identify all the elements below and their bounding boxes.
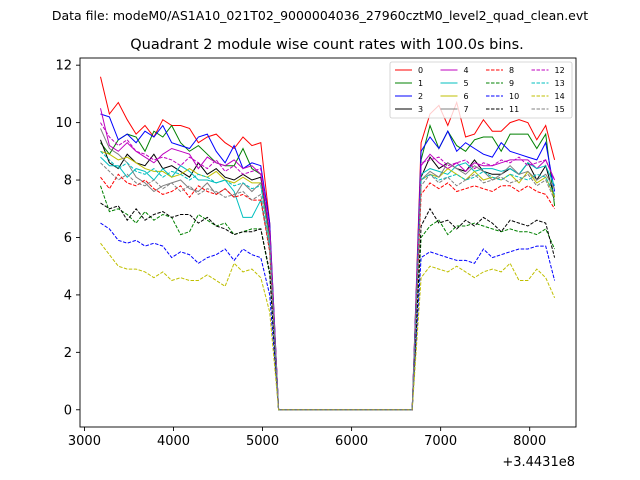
legend-label-10: 10 [509,92,519,101]
y-tick-label: 6 [64,231,72,246]
plot-area [100,76,556,411]
legend-label-5: 5 [464,79,469,88]
legend-label-3: 3 [418,105,423,114]
chart-title: Quadrant 2 module wise count rates with … [130,37,524,53]
series-line-15 [100,162,556,411]
legend-label-14: 14 [555,92,565,101]
legend-label-1: 1 [418,79,423,88]
x-tick-label: 5000 [246,434,279,449]
legend-label-0: 0 [418,66,423,75]
legend-label-2: 2 [418,92,423,101]
y-tick-label: 2 [64,346,72,361]
series-line-13 [100,150,556,411]
legend-label-4: 4 [464,66,469,75]
x-offset-label: +3.4431e8 [502,455,575,470]
y-tick-label: 12 [55,59,72,74]
y-tick-label: 0 [64,403,72,418]
x-tick-label: 3000 [68,434,101,449]
legend-label-7: 7 [464,105,469,114]
y-tick-label: 4 [64,288,72,303]
legend-label-13: 13 [555,79,565,88]
legend-box [389,61,573,119]
y-tick-label: 8 [64,174,72,189]
y-tick-label: 10 [55,116,72,131]
series-line-11 [100,202,556,411]
legend-label-12: 12 [555,66,565,75]
legend-label-8: 8 [509,66,514,75]
x-tick-label: 4000 [157,434,190,449]
legend-label-9: 9 [509,79,514,88]
legend-label-6: 6 [464,92,469,101]
x-tick-label: 7000 [424,434,457,449]
axes-frame [79,57,577,428]
x-tick-label: 6000 [335,434,368,449]
legend-label-11: 11 [509,105,519,114]
chart-suptitle: Data file: modeM0/AS1A10_021T02_90000040… [52,8,588,23]
x-tick-label: 8000 [513,434,546,449]
legend-label-15: 15 [555,105,565,114]
series-line-14 [100,242,556,411]
